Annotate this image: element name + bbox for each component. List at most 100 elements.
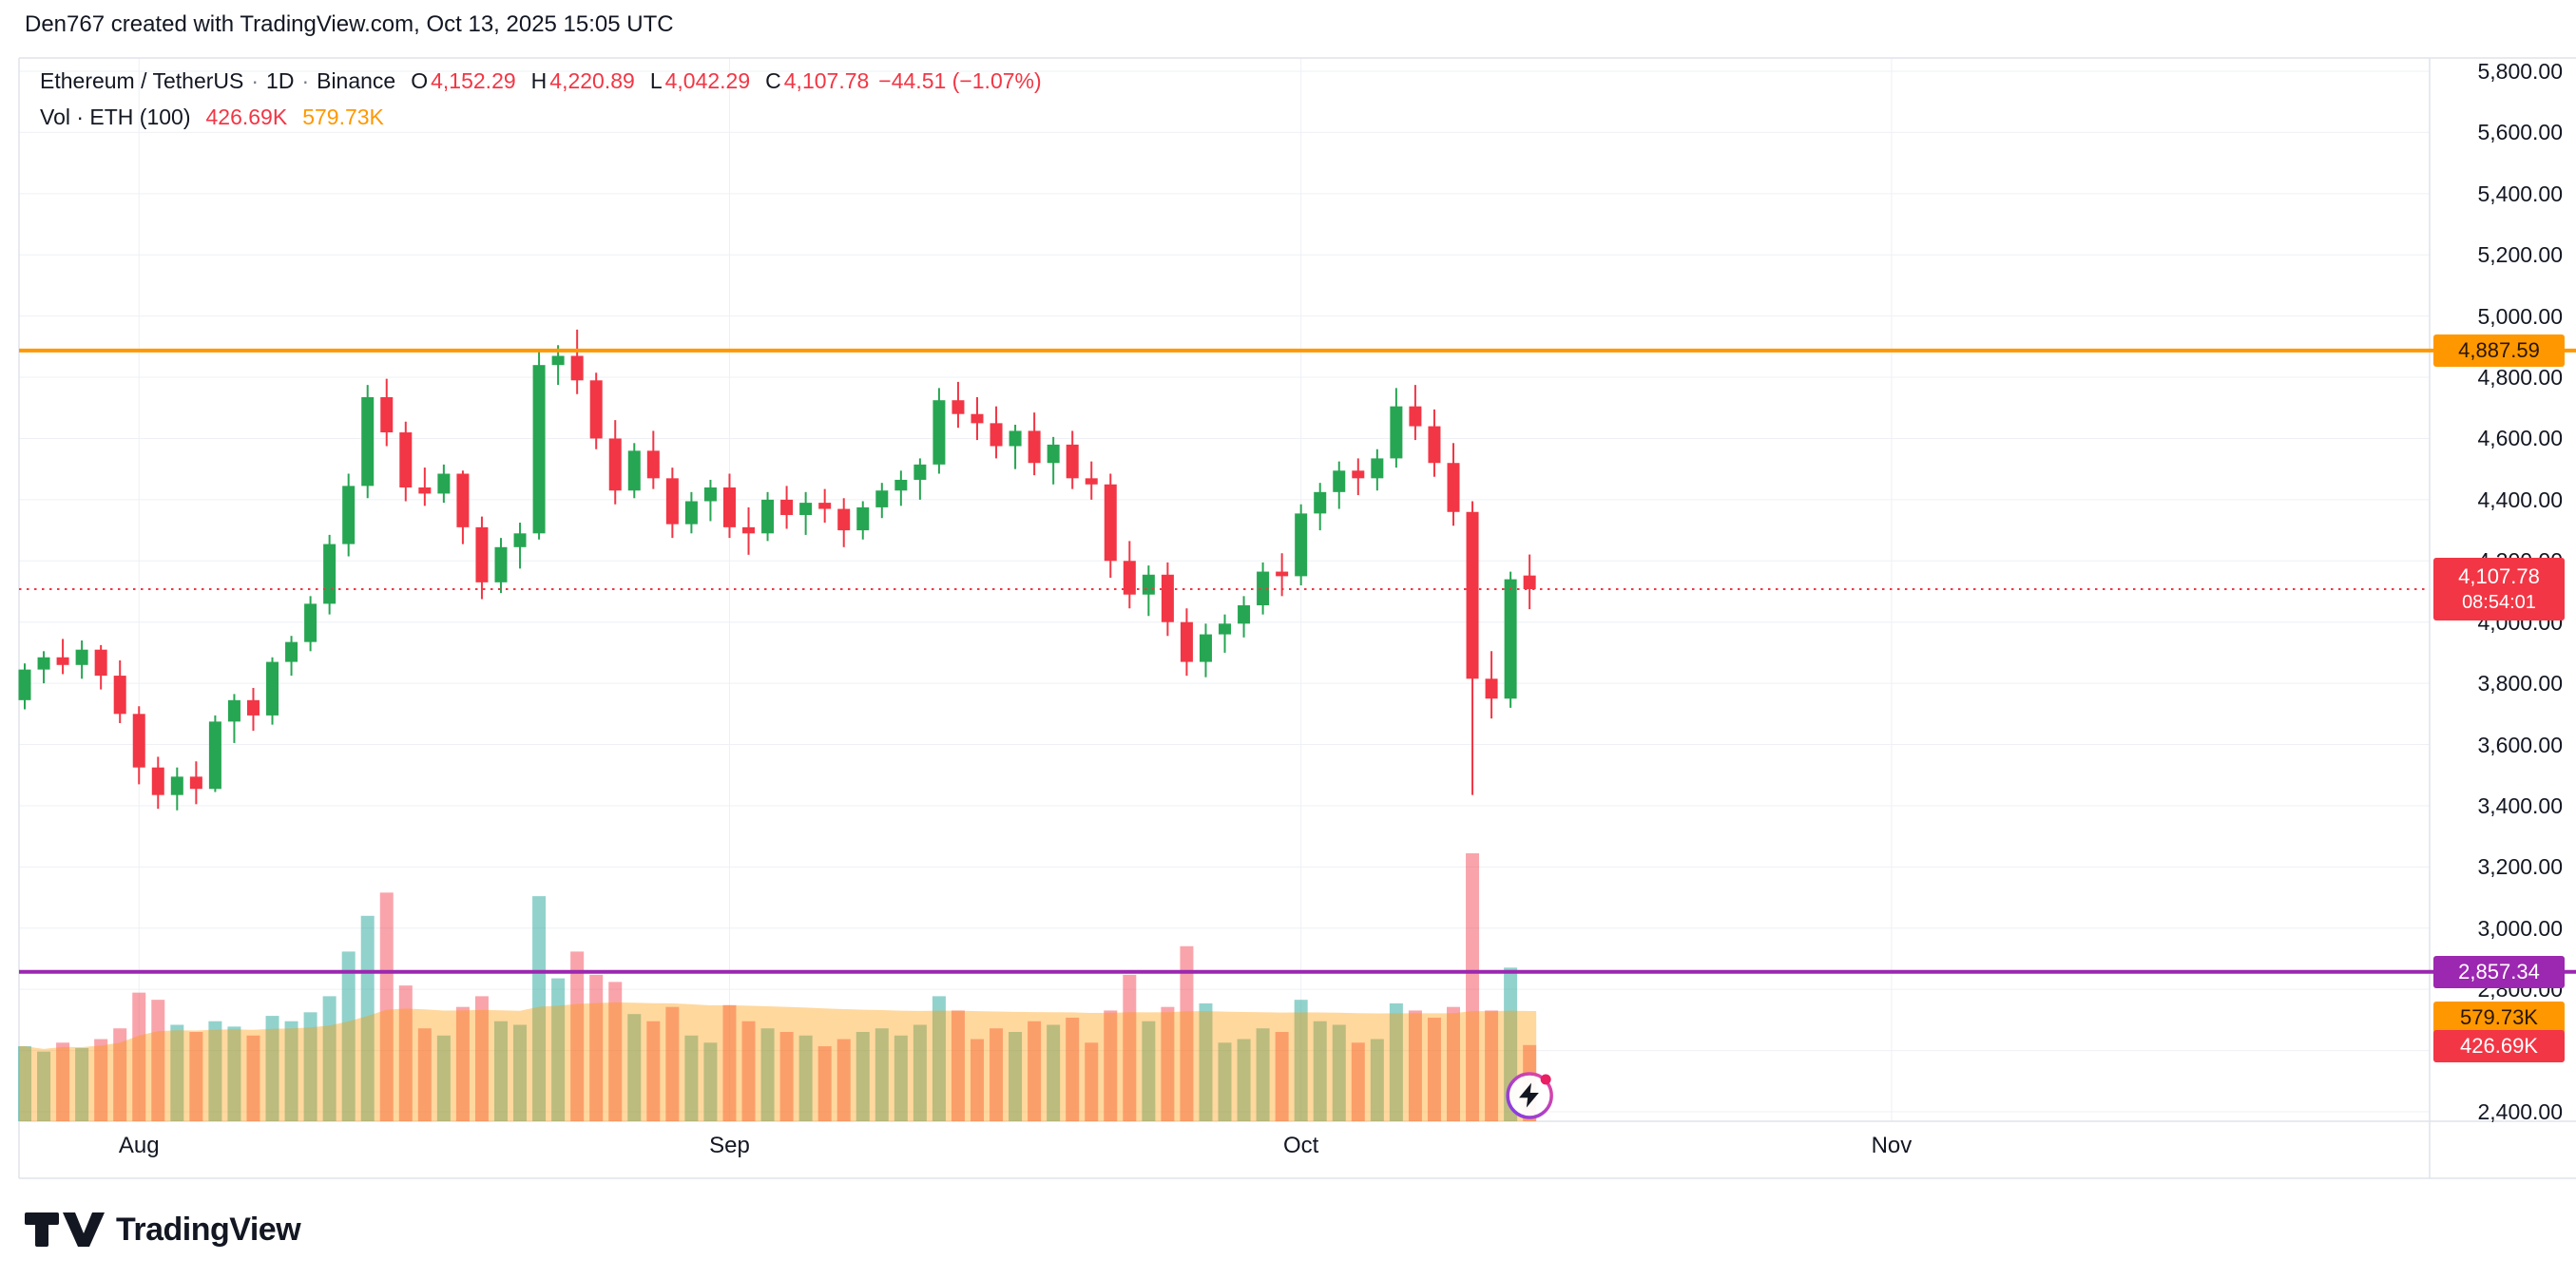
candle-body: [113, 676, 126, 715]
candle-body: [665, 478, 679, 525]
volume-bar: [417, 1028, 432, 1121]
candle-body: [971, 413, 984, 424]
volume-bar: [322, 996, 336, 1121]
volume-bar: [436, 1035, 451, 1121]
volume-bar: [798, 1035, 813, 1121]
candle-body: [18, 669, 31, 700]
candle-body: [1142, 574, 1155, 595]
candle-body: [304, 603, 317, 642]
candle-body: [952, 400, 965, 414]
time-axis-label[interactable]: Nov: [1871, 1133, 1913, 1158]
candle-body: [818, 503, 832, 509]
candle-body: [475, 526, 489, 582]
candle-body: [1523, 575, 1536, 589]
high-value: 4,220.89: [549, 68, 635, 93]
candle-body: [37, 657, 50, 670]
volume-bar: [208, 1021, 222, 1121]
exchange-label: Binance: [317, 68, 396, 93]
orange-level-price-badge: 4,887.59: [2433, 334, 2565, 367]
candle-body: [1428, 426, 1441, 464]
volume-bar: [56, 1042, 70, 1121]
candle-body: [266, 661, 279, 716]
volume-bar: [913, 1024, 927, 1121]
volume-current-value: 426.69K: [205, 105, 288, 129]
volume-bar: [1427, 1017, 1441, 1121]
volume-bar: [360, 915, 375, 1121]
candle-body: [1447, 463, 1460, 512]
legend-separator: ·: [301, 68, 310, 93]
price-axis-label[interactable]: 5,000.00: [2477, 303, 2563, 329]
volume-bar: [1313, 1021, 1327, 1121]
candle-body: [627, 450, 641, 491]
last-price-value: 4,107.78: [2458, 563, 2540, 588]
volume-bar: [1351, 1042, 1365, 1121]
candle-body: [742, 526, 756, 534]
volume-legend[interactable]: Vol · ETH (100) 426.69K 579.73K: [40, 105, 384, 130]
candle-body: [780, 499, 794, 515]
volume-bar: [990, 1028, 1004, 1121]
price-axis-label[interactable]: 3,600.00: [2477, 732, 2563, 757]
volume-bar: [1237, 1039, 1251, 1121]
candle-body: [990, 423, 1003, 447]
candle-body: [856, 506, 870, 531]
volume-bar: [1123, 974, 1137, 1121]
tradingview-logo[interactable]: TradingView: [25, 1209, 301, 1250]
purple-level-price-badge: 2,857.34: [2433, 955, 2565, 988]
volume-bar: [589, 974, 604, 1121]
candle-body: [1314, 491, 1327, 514]
volume-bar: [932, 996, 946, 1121]
price-axis-label[interactable]: 5,200.00: [2477, 242, 2563, 268]
volume-bar: [1370, 1039, 1384, 1121]
volume-bar: [151, 1000, 165, 1121]
candle-body: [342, 486, 356, 544]
volume-bar: [760, 1028, 775, 1121]
candle-body: [837, 508, 851, 531]
candle-body: [1009, 430, 1022, 447]
volume-bar: [741, 1021, 756, 1121]
candle-body: [361, 396, 375, 487]
candle-body: [894, 479, 908, 491]
price-axis-label[interactable]: 4,800.00: [2477, 365, 2563, 391]
price-axis-label[interactable]: 3,400.00: [2477, 792, 2563, 818]
price-axis-label[interactable]: 5,800.00: [2477, 59, 2563, 84]
price-axis-label[interactable]: 3,800.00: [2477, 671, 2563, 697]
price-axis-label[interactable]: 3,000.00: [2477, 915, 2563, 941]
candle-body: [532, 365, 546, 534]
candle-body: [646, 450, 660, 479]
symbol-title[interactable]: Ethereum / TetherUS: [40, 68, 244, 93]
time-axis-label[interactable]: Oct: [1283, 1133, 1319, 1158]
volume-ma-area: [19, 1002, 1537, 1121]
candle-body: [170, 776, 183, 795]
time-axis-label[interactable]: Sep: [709, 1133, 750, 1158]
volume-study-label[interactable]: Vol · ETH (100): [40, 105, 191, 129]
volume-bar: [1275, 1032, 1289, 1121]
candle-body: [1466, 511, 1479, 679]
candle-body: [227, 699, 240, 722]
volume-bar: [570, 951, 585, 1121]
symbol-legend[interactable]: Ethereum / TetherUS · 1D · Binance O 4,152.29 H…: [40, 68, 1042, 94]
candle-body: [913, 464, 927, 480]
candle-body: [94, 649, 107, 677]
candle-body: [208, 721, 221, 790]
candle-body: [1047, 444, 1060, 464]
price-axis-label[interactable]: 4,400.00: [2477, 487, 2563, 512]
price-axis-label[interactable]: 4,600.00: [2477, 426, 2563, 451]
volume-bar: [1408, 1010, 1422, 1121]
volume-bar: [265, 1016, 279, 1121]
volume-bar: [971, 1039, 984, 1121]
interval-label[interactable]: 1D: [266, 68, 295, 93]
candle-body: [1333, 470, 1346, 492]
price-axis-label[interactable]: 5,600.00: [2477, 120, 2563, 145]
candle-body: [589, 380, 603, 439]
price-axis-label[interactable]: 3,200.00: [2477, 854, 2563, 880]
candle-body: [1352, 470, 1365, 479]
price-axis-label[interactable]: 5,400.00: [2477, 181, 2563, 206]
volume-bar: [1066, 1017, 1080, 1121]
time-axis-label[interactable]: Aug: [118, 1133, 160, 1158]
candle-body: [56, 657, 69, 665]
volume-bar: [1447, 1006, 1460, 1121]
candle-body: [399, 432, 413, 487]
candle-body: [761, 499, 775, 534]
price-axis-label[interactable]: 2,400.00: [2477, 1099, 2563, 1124]
